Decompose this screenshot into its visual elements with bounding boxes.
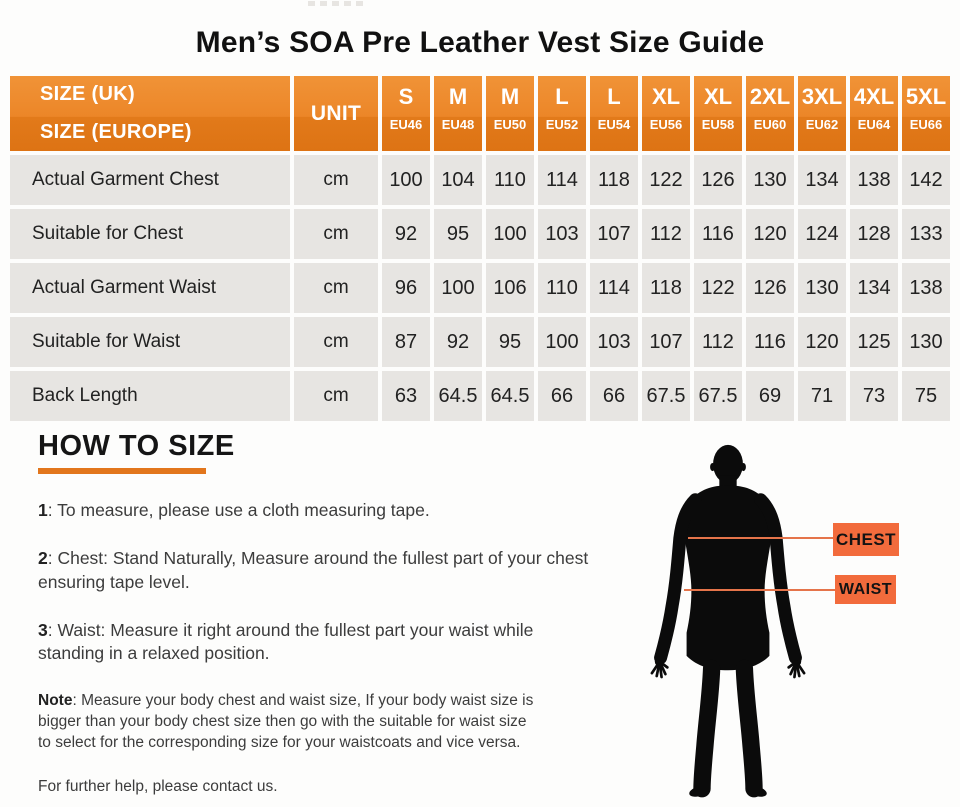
value-cell: 133 bbox=[902, 209, 950, 259]
row-label: Suitable for Chest bbox=[10, 209, 290, 259]
value-cell: 103 bbox=[590, 317, 638, 367]
value-cell: 112 bbox=[694, 317, 742, 367]
body-silhouette bbox=[650, 444, 806, 798]
value-cell: 114 bbox=[538, 155, 586, 205]
header-col-5xl: 5XL EU66 bbox=[902, 76, 950, 151]
contact-line: For further help, please contact us. bbox=[38, 778, 278, 796]
value-cell: 73 bbox=[850, 371, 898, 421]
value-cell: 106 bbox=[486, 263, 534, 313]
header-col-3xl: 3XL EU62 bbox=[798, 76, 846, 151]
value-cell: 75 bbox=[902, 371, 950, 421]
value-cell: 87 bbox=[382, 317, 430, 367]
value-cell: 138 bbox=[850, 155, 898, 205]
value-cell: 110 bbox=[486, 155, 534, 205]
value-cell: 100 bbox=[538, 317, 586, 367]
value-cell: 142 bbox=[902, 155, 950, 205]
value-cell: 118 bbox=[590, 155, 638, 205]
value-cell: 66 bbox=[590, 371, 638, 421]
how-to-size-section: HOW TO SIZE 1: To measure, please use a … bbox=[38, 430, 628, 796]
size-chart-table: SIZE (UK) SIZE (EUROPE) UNIT S EU46 M EU… bbox=[10, 76, 950, 421]
value-cell: 122 bbox=[642, 155, 690, 205]
value-cell: 120 bbox=[746, 209, 794, 259]
value-cell: 66 bbox=[538, 371, 586, 421]
value-cell: 122 bbox=[694, 263, 742, 313]
value-cell: 126 bbox=[746, 263, 794, 313]
header-col-2xl: 2XL EU60 bbox=[746, 76, 794, 151]
value-cell: 116 bbox=[746, 317, 794, 367]
cropped-text-artifact bbox=[308, 1, 364, 6]
chest-measure-line bbox=[688, 537, 833, 539]
row-label: Actual Garment Waist bbox=[10, 263, 290, 313]
unit-cell: cm bbox=[294, 155, 378, 205]
value-cell: 64.5 bbox=[486, 371, 534, 421]
value-cell: 120 bbox=[798, 317, 846, 367]
row-label: Suitable for Waist bbox=[10, 317, 290, 367]
value-cell: 134 bbox=[798, 155, 846, 205]
value-cell: 130 bbox=[902, 317, 950, 367]
value-cell: 69 bbox=[746, 371, 794, 421]
waist-label-box: WAIST bbox=[835, 575, 896, 604]
sizing-note: Note: Measure your body chest and waist … bbox=[38, 692, 534, 751]
unit-cell: cm bbox=[294, 317, 378, 367]
value-cell: 134 bbox=[850, 263, 898, 313]
size-uk-label: SIZE (UK) bbox=[40, 83, 135, 106]
value-cell: 100 bbox=[486, 209, 534, 259]
value-cell: 138 bbox=[902, 263, 950, 313]
value-cell: 64.5 bbox=[434, 371, 482, 421]
chest-label-box: CHEST bbox=[833, 523, 899, 556]
value-cell: 116 bbox=[694, 209, 742, 259]
row-label: Back Length bbox=[10, 371, 290, 421]
header-col-4xl: 4XL EU64 bbox=[850, 76, 898, 151]
value-cell: 124 bbox=[798, 209, 846, 259]
unit-cell: cm bbox=[294, 209, 378, 259]
value-cell: 100 bbox=[382, 155, 430, 205]
how-to-step-3: 3: Waist: Measure it right around the fu… bbox=[38, 619, 534, 664]
value-cell: 110 bbox=[538, 263, 586, 313]
value-cell: 67.5 bbox=[694, 371, 742, 421]
unit-cell: cm bbox=[294, 263, 378, 313]
header-col-l2: L EU54 bbox=[590, 76, 638, 151]
how-to-step-1: 1: To measure, please use a cloth measur… bbox=[38, 500, 430, 520]
value-cell: 95 bbox=[434, 209, 482, 259]
waist-measure-line bbox=[684, 589, 835, 591]
header-col-xl1: XL EU56 bbox=[642, 76, 690, 151]
value-cell: 95 bbox=[486, 317, 534, 367]
value-cell: 67.5 bbox=[642, 371, 690, 421]
header-col-xl2: XL EU58 bbox=[694, 76, 742, 151]
header-col-l1: L EU52 bbox=[538, 76, 586, 151]
page-title: Men’s SOA Pre Leather Vest Size Guide bbox=[195, 26, 765, 59]
value-cell: 92 bbox=[382, 209, 430, 259]
value-cell: 104 bbox=[434, 155, 482, 205]
header-unit-cell: UNIT bbox=[294, 76, 378, 151]
value-cell: 100 bbox=[434, 263, 482, 313]
measurement-figure: CHEST WAIST bbox=[630, 420, 960, 807]
value-cell: 128 bbox=[850, 209, 898, 259]
header-col-m2: M EU50 bbox=[486, 76, 534, 151]
value-cell: 107 bbox=[590, 209, 638, 259]
how-to-step-2: 2: Chest: Stand Naturally, Measure aroun… bbox=[38, 548, 589, 592]
value-cell: 112 bbox=[642, 209, 690, 259]
header-col-m1: M EU48 bbox=[434, 76, 482, 151]
value-cell: 114 bbox=[590, 263, 638, 313]
row-label: Actual Garment Chest bbox=[10, 155, 290, 205]
heading-underline bbox=[38, 468, 206, 474]
value-cell: 71 bbox=[798, 371, 846, 421]
value-cell: 118 bbox=[642, 263, 690, 313]
value-cell: 63 bbox=[382, 371, 430, 421]
value-cell: 126 bbox=[694, 155, 742, 205]
value-cell: 125 bbox=[850, 317, 898, 367]
how-to-size-heading: HOW TO SIZE bbox=[38, 430, 235, 462]
value-cell: 96 bbox=[382, 263, 430, 313]
header-col-s: S EU46 bbox=[382, 76, 430, 151]
value-cell: 107 bbox=[642, 317, 690, 367]
value-cell: 130 bbox=[798, 263, 846, 313]
unit-cell: cm bbox=[294, 371, 378, 421]
header-size-cell: SIZE (UK) SIZE (EUROPE) bbox=[10, 76, 290, 151]
value-cell: 92 bbox=[434, 317, 482, 367]
value-cell: 103 bbox=[538, 209, 586, 259]
value-cell: 130 bbox=[746, 155, 794, 205]
size-europe-label: SIZE (EUROPE) bbox=[40, 120, 192, 143]
